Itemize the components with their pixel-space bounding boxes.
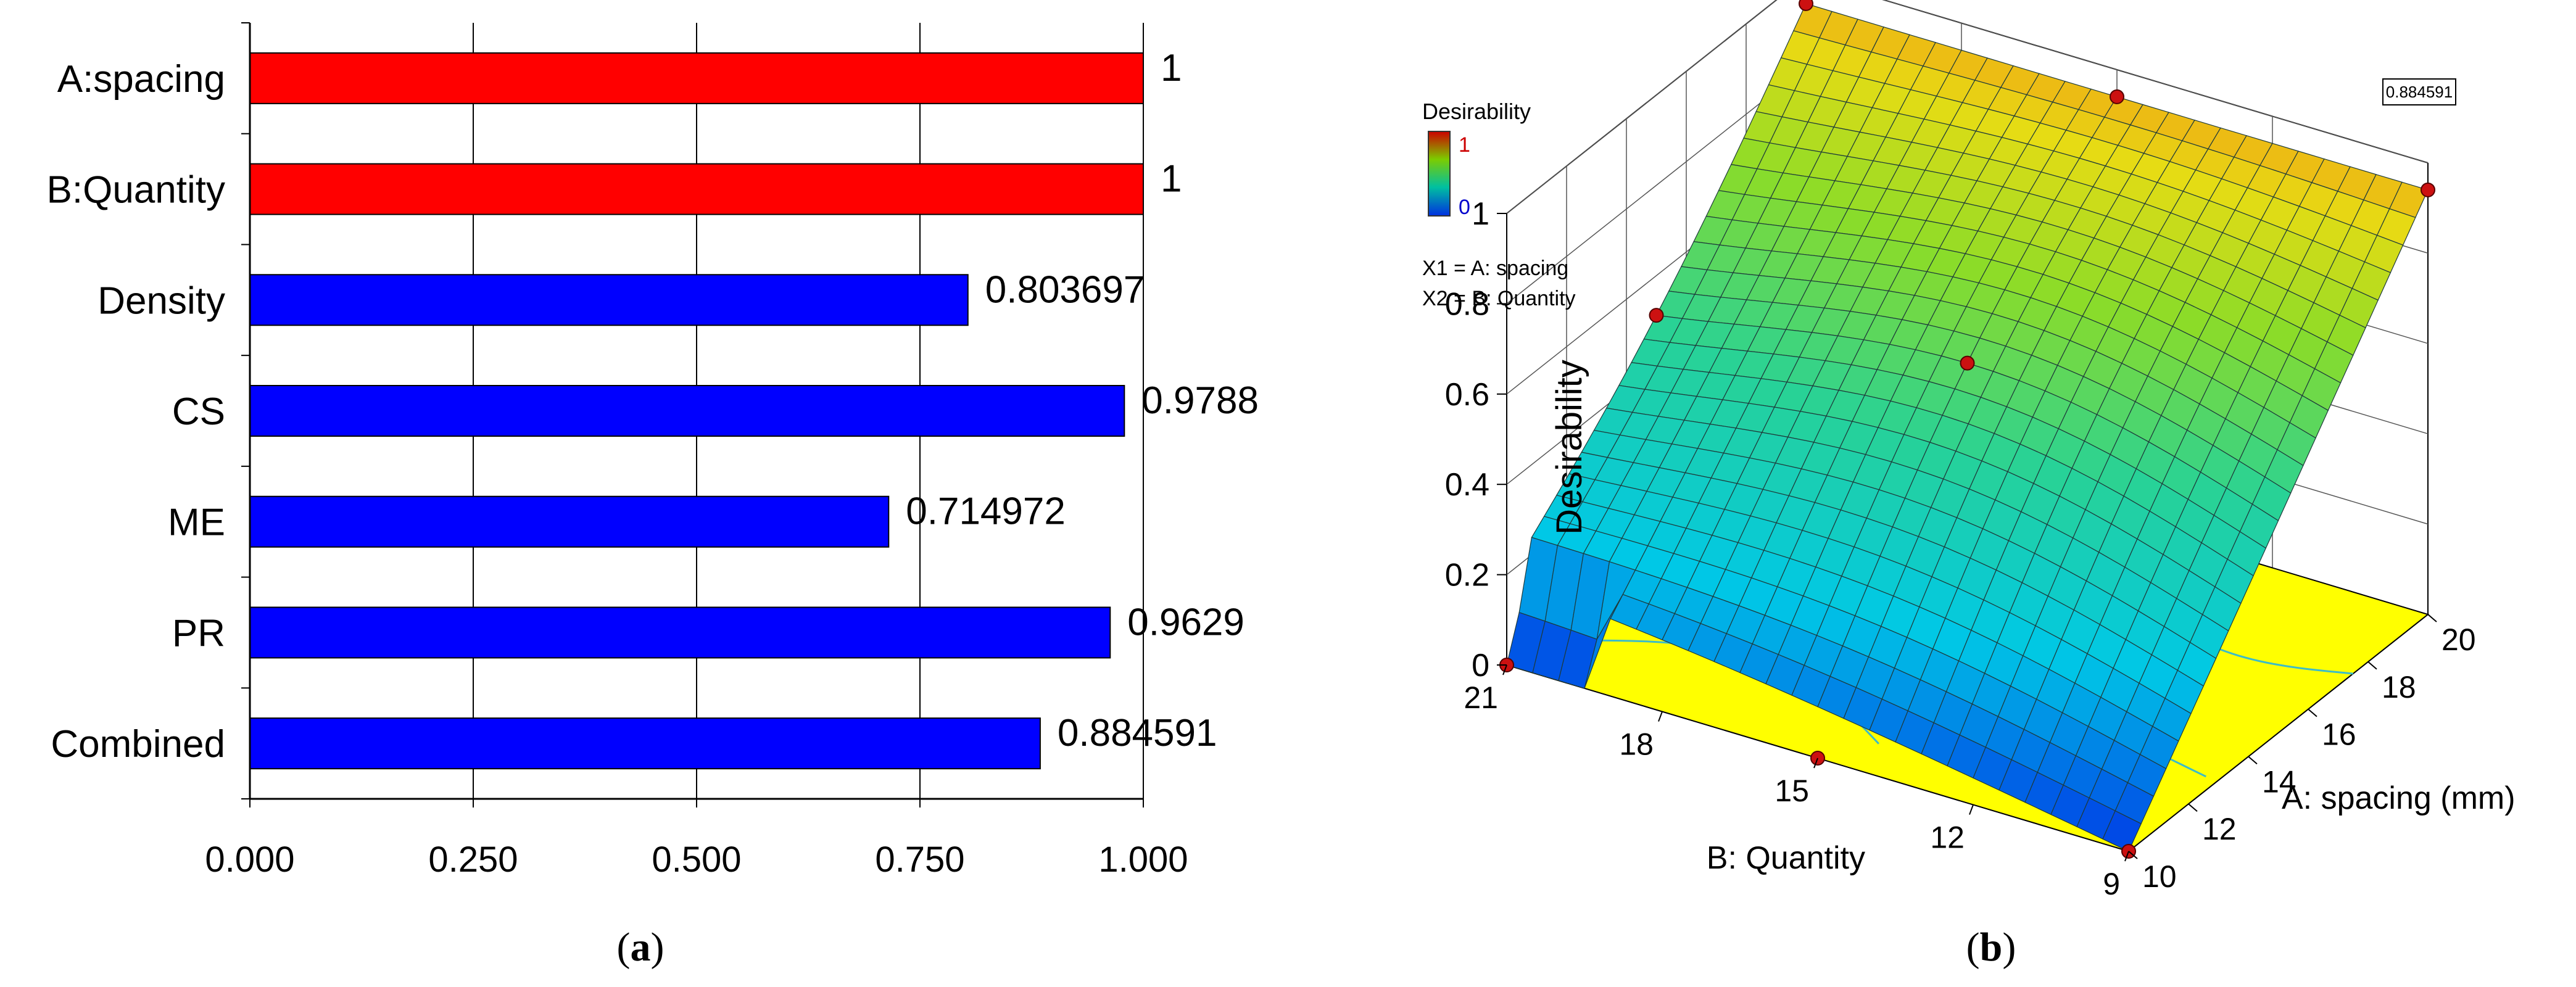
bar [249, 717, 1041, 770]
bar [249, 385, 1125, 437]
response-surface [1506, 3, 2429, 852]
z-tick-label: 0.2 [1445, 558, 1489, 593]
category-label: B:Quantity [47, 169, 225, 212]
x-tick-label: 14 [2262, 764, 2296, 799]
x-tick [2367, 661, 2377, 670]
category-label: Density [97, 279, 225, 322]
legend-min-label: 0 [1459, 196, 1470, 219]
y-axis-title: B: Quantity [1707, 840, 1865, 876]
x-tick-label: 0.750 [875, 840, 964, 880]
panel-a-caption: (a) [617, 925, 665, 970]
legend-line-x1: X1 = A: spacing [1422, 257, 1568, 280]
y-tick [2124, 851, 2129, 862]
value-label: 0.803697 [985, 268, 1145, 311]
y-tick [1969, 804, 1974, 815]
x-tick [2248, 756, 2258, 765]
category-label: CS [172, 390, 225, 433]
bars [249, 52, 1144, 770]
y-tick-label: 21 [1464, 680, 1498, 715]
axes [241, 22, 1144, 807]
design-point [1649, 308, 1664, 323]
legend-color-bar [1428, 131, 1451, 217]
value-label: 1 [1161, 47, 1182, 89]
y-tick [1813, 758, 1818, 769]
x-tick-label: 12 [2202, 812, 2237, 846]
bar [249, 163, 1144, 215]
y-tick [1502, 664, 1507, 675]
value-label: 0.714972 [906, 490, 1066, 533]
legend-title: Desirability [1422, 99, 1531, 124]
bar [249, 606, 1111, 659]
axis-ticks: 0 0.2 0.4 0.6 0.8 1 10 12 14 16 18 20 9 12 15 18 21 [1445, 196, 2476, 901]
bar [249, 495, 890, 548]
desirability-bar-chart: A:spacing B:Quantity Density CS ME PR Combined… [47, 22, 1259, 880]
panel-b-caption: (b) [1966, 925, 2016, 970]
z-tick-label: 0 [1472, 648, 1489, 683]
category-labels: A:spacing B:Quantity Density CS ME PR Combined [47, 58, 225, 766]
y-tick-label: 9 [2103, 867, 2120, 901]
category-label: PR [172, 612, 225, 655]
x-tick-label: 18 [2382, 670, 2416, 704]
value-label: 0.9629 [1127, 601, 1245, 643]
x-tick [2188, 803, 2198, 812]
x-tick-labels: 0.000 0.250 0.500 0.750 1.000 [205, 840, 1188, 880]
y-tick [1658, 711, 1663, 722]
x-tick-label: 16 [2322, 717, 2356, 752]
value-labels: 1 1 0.803697 0.9788 0.714972 0.9629 0.884591 [906, 47, 1259, 754]
x-tick-label: 0.500 [652, 840, 741, 880]
annotation-box [2382, 78, 2456, 105]
x-tick-label: 1.000 [1098, 840, 1188, 880]
value-label: 1 [1161, 158, 1182, 200]
value-annotation: 0.884591 [2382, 78, 2456, 105]
z-tick-label: 0.6 [1445, 377, 1489, 413]
y-tick-label: 12 [1930, 820, 1965, 855]
color-legend: Desirability 1 0 X1 = A: spacing X2 = B:… [1422, 99, 1576, 310]
category-label: A:spacing [57, 58, 225, 101]
x-tick-label: 0.250 [428, 840, 518, 880]
x-tick [2427, 614, 2437, 622]
value-label: 0.884591 [1058, 712, 1217, 754]
wall-grid-line [1506, 0, 2429, 214]
design-point [1799, 0, 1813, 11]
z-tick-label: 1 [1472, 196, 1489, 232]
x-tick [2308, 708, 2317, 717]
y-tick-label: 15 [1775, 774, 1809, 808]
legend-max-label: 1 [1459, 133, 1470, 157]
annotation-value: 0.884591 [2386, 83, 2453, 101]
surface-cell [2102, 810, 2142, 852]
x-axis-title: A: spacing (mm) [2282, 780, 2516, 816]
x-tick [2128, 851, 2138, 859]
category-label: Combined [51, 723, 225, 766]
y-tick-label: 18 [1619, 727, 1654, 762]
value-label: 0.9788 [1141, 379, 1259, 422]
bar [249, 274, 969, 326]
x-tick-label: 10 [2142, 859, 2177, 894]
x-tick-label: 0.000 [205, 840, 294, 880]
z-tick-label: 0.8 [1445, 286, 1489, 322]
category-label: ME [168, 502, 225, 544]
legend-line-x2: X2 = B: Quantity [1422, 287, 1576, 310]
z-tick-label: 0.4 [1445, 467, 1489, 503]
bar [249, 52, 1144, 104]
x-tick-label: 20 [2441, 622, 2476, 657]
z-axis-title: Desirability [1549, 360, 1589, 535]
design-point [1960, 355, 1975, 371]
design-point [2110, 89, 2124, 104]
design-point [2421, 182, 2435, 197]
